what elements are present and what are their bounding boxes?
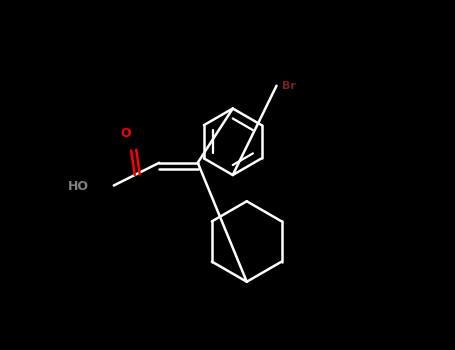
Text: Br: Br (282, 81, 296, 91)
Text: HO: HO (68, 180, 89, 193)
Text: O: O (121, 127, 131, 140)
